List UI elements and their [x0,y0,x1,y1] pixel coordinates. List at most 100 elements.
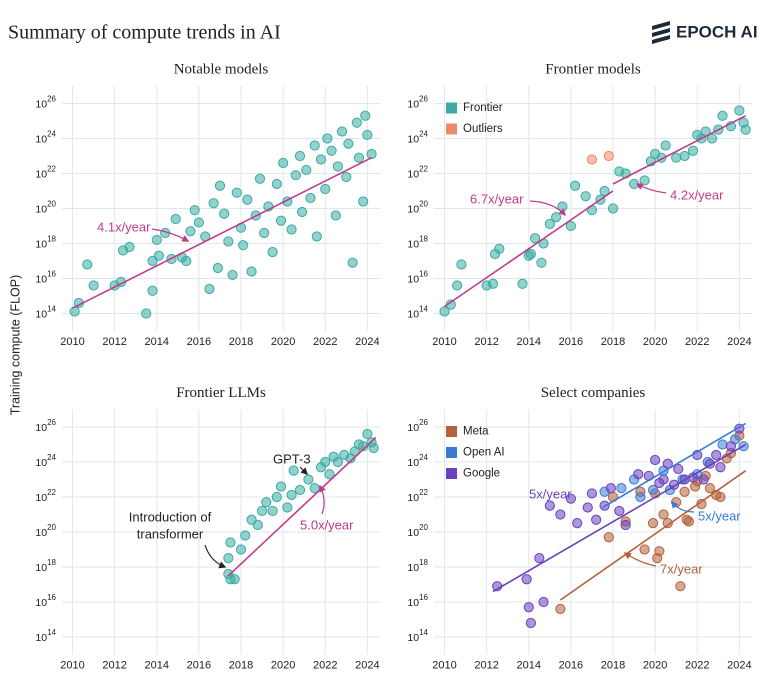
data-point [275,215,287,226]
data-point [599,185,610,197]
x-tick-label: 2024 [727,336,751,348]
y-tick-label: 1018 [35,558,56,574]
data-point [673,463,684,475]
annotation-arrow [529,200,566,217]
y-tick-label: 1020 [407,523,428,539]
legend-label: Google [463,468,500,480]
data-point [687,145,699,156]
data-point [521,574,532,585]
panel: Select companies 2010 2012 2014 2016 2018 2020… [407,385,752,671]
data-point [591,514,602,525]
data-point [525,617,536,629]
annotation-arrow [623,552,657,567]
annotation: 7x/year [660,561,703,576]
data-point [219,208,230,219]
data-point [286,489,297,501]
data-point [658,509,669,520]
legend-swatch [446,426,457,437]
y-tick-label: 1024 [35,130,56,146]
data-point [185,226,196,237]
y-tick-label: 1014 [35,305,56,321]
data-point [362,129,373,141]
x-tick-label: 2016 [559,336,583,348]
data-point [294,484,306,496]
data-point [170,213,181,225]
data-point [288,465,299,476]
panel-title: Notable models [174,61,269,77]
data-point [362,428,373,440]
data-point [267,247,278,258]
x-tick-label: 2012 [474,659,498,671]
data-point [261,497,272,508]
data-point [309,483,320,494]
page-title: Summary of compute trends in AI [8,22,281,44]
legend-swatch [446,102,457,114]
y-tick-label: 1014 [35,628,56,644]
x-tick-label: 2016 [187,659,211,671]
panel: Notable models 2010 2012 2014 2016 2018 2020 20… [35,61,380,348]
data-point [151,234,162,246]
data-point [193,217,204,228]
x-tick-label: 2012 [102,659,126,671]
data-point [635,491,646,503]
data-point [715,462,726,473]
annotation-arrow [671,500,695,513]
data-point [278,157,289,169]
data-point [698,474,709,485]
data-point [544,218,555,230]
data-point [717,439,728,450]
data-point [147,285,158,296]
y-tick-label: 1024 [35,453,56,469]
y-tick-label: 1020 [407,200,428,216]
data-point [725,441,737,452]
y-tick-label: 1026 [35,95,56,111]
data-point [303,474,314,485]
data-point [309,140,320,151]
trend-line [612,114,747,185]
data-point [586,488,598,499]
data-point [675,581,686,592]
x-tick-label: 2014 [517,659,541,671]
legend-label: Outliers [463,123,503,135]
legend-swatch [446,447,457,458]
annotation-arrow [151,228,190,242]
x-tick-label: 2024 [727,659,751,671]
data-point [223,236,234,247]
y-tick-label: 1018 [407,558,428,574]
data-point [212,262,223,274]
data-point [660,140,671,151]
data-point [616,483,627,494]
data-point [227,269,238,281]
x-tick-label: 2014 [517,336,541,348]
y-tick-label: 1022 [35,488,56,504]
data-point [658,474,669,485]
annotation: 4.1x/year [97,219,151,234]
data-point [259,227,270,239]
data-point [208,198,219,209]
data-point [181,255,192,267]
data-point [580,191,591,202]
x-tick-label: 2022 [313,336,337,348]
annotation: transformer [137,526,204,541]
data-point [305,192,316,204]
y-tick-label: 1024 [407,453,428,469]
data-point [360,110,371,121]
data-point [82,259,93,270]
data-point [572,518,583,529]
x-tick-label: 2010 [60,336,84,348]
y-tick-label: 1018 [35,235,56,251]
legend-label: Meta [463,426,489,438]
data-point [647,484,659,496]
data-point [487,278,499,289]
data-point [294,150,306,162]
data-point [336,126,348,137]
data-point [517,278,528,289]
x-tick-label: 2020 [643,659,667,671]
data-point [235,544,247,555]
data-point [343,138,354,149]
trend-line [602,422,747,509]
data-point [639,544,650,555]
annotation-arrow [635,183,667,194]
x-tick-label: 2010 [432,336,456,348]
